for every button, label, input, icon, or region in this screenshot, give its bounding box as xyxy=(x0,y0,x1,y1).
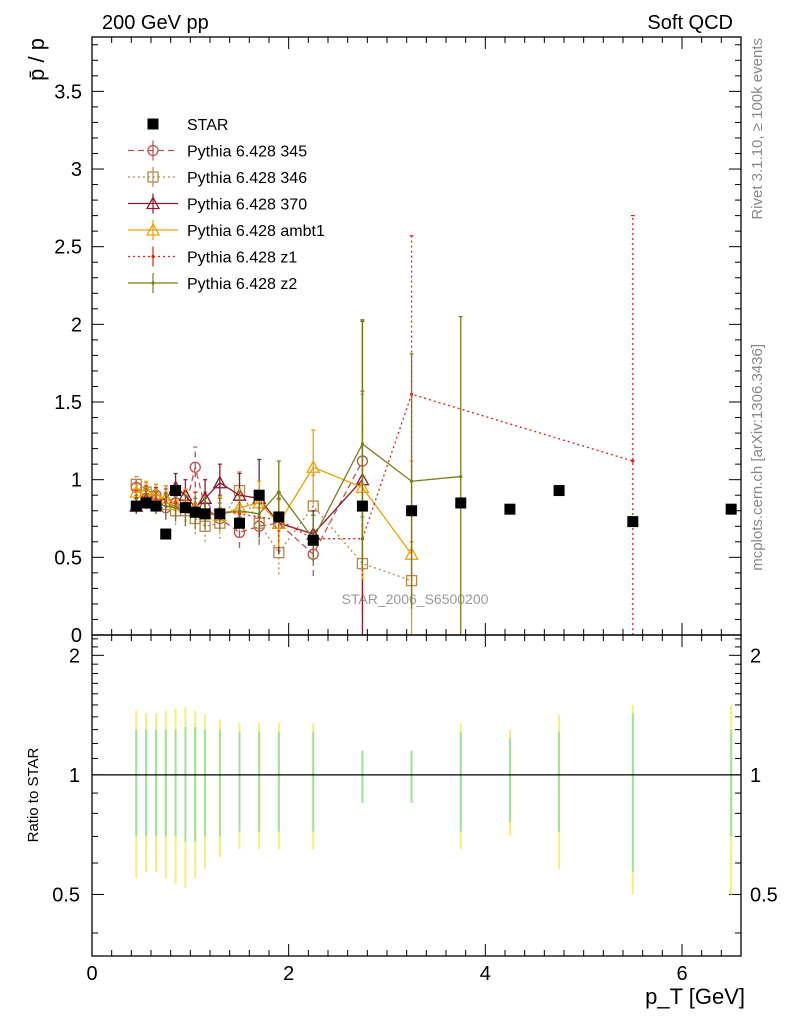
data-point xyxy=(189,506,201,518)
legend-label: Pythia 6.428 345 xyxy=(187,144,307,161)
series-pythia-6-428-345 xyxy=(130,390,369,576)
legend-marker xyxy=(147,171,159,183)
data-point xyxy=(306,459,321,473)
legend-marker xyxy=(151,281,155,285)
y-tick-label: 2 xyxy=(71,314,82,336)
legend-marker xyxy=(147,118,159,130)
data-point xyxy=(277,490,281,494)
legend-label: Pythia 6.428 ambt1 xyxy=(187,223,325,240)
legend-label: STAR xyxy=(187,117,228,134)
y-tick-label: 1 xyxy=(71,470,82,492)
data-point xyxy=(553,485,565,497)
ratio-y-tick-label: 0.5 xyxy=(52,884,80,906)
data-point xyxy=(307,534,319,546)
data-point xyxy=(504,503,516,515)
legend-entry-star: STAR xyxy=(147,117,228,134)
legend-entry-pythia-6-428-z2: Pythia 6.428 z2 xyxy=(128,273,297,293)
series-star xyxy=(130,485,737,546)
legend-marker xyxy=(145,222,161,236)
data-point xyxy=(406,505,418,517)
rivet-side-label: Rivet 3.1.10, ≥ 100k events xyxy=(749,38,766,220)
y-tick-label: 0 xyxy=(71,625,82,647)
y-tick-label: 2.5 xyxy=(54,237,82,259)
y-tick-label: 1.5 xyxy=(54,392,82,414)
x-tick-label: 0 xyxy=(86,963,97,985)
header-right-label: Soft QCD xyxy=(647,12,733,34)
legend: STAR Pythia 6.428 345 Pythia 6.428 346 Pyth… xyxy=(128,117,325,293)
series-line xyxy=(136,466,413,555)
data-point xyxy=(725,503,737,515)
y-tick-label: 3.5 xyxy=(54,81,82,103)
header-left-label: 200 GeV pp xyxy=(102,12,209,34)
legend-entry-pythia-6-428-z1: Pythia 6.428 z1 xyxy=(128,246,297,267)
data-point xyxy=(257,512,261,516)
main-y-axis-label: p̄ / p xyxy=(24,38,49,81)
ratio-y-axis-label: Ratio to STAR xyxy=(25,747,42,842)
legend-entry-pythia-6-428-370: Pythia 6.428 370 xyxy=(128,193,307,214)
ratio-y-tick-label: 1 xyxy=(69,765,80,787)
ratio-y-tick-label-right: 2 xyxy=(750,645,761,667)
series-pythia-6-428-370 xyxy=(129,320,370,635)
data-point xyxy=(179,502,191,514)
data-point xyxy=(631,459,635,463)
y-tick-label: 0.5 xyxy=(54,547,82,569)
data-point xyxy=(356,500,368,512)
data-point xyxy=(455,497,467,509)
ratio-y-tick-label: 2 xyxy=(69,645,80,667)
legend-marker xyxy=(151,254,155,259)
x-tick-label: 6 xyxy=(676,963,687,985)
data-point xyxy=(212,475,227,489)
series-pythia-6-428-z2 xyxy=(134,315,463,635)
legend-label: Pythia 6.428 z2 xyxy=(187,276,297,293)
data-point xyxy=(234,517,245,529)
ratio-y-tick-label-right: 1 xyxy=(750,765,761,787)
data-point xyxy=(199,508,211,520)
series-line xyxy=(136,393,634,540)
x-tick-label: 2 xyxy=(283,963,294,985)
ratio-frame xyxy=(91,634,742,957)
legend-marker xyxy=(147,144,159,157)
y-tick-label: 3 xyxy=(71,159,82,181)
legend-entry-pythia-6-428-345: Pythia 6.428 345 xyxy=(128,140,307,161)
data-point xyxy=(173,506,178,510)
data-point xyxy=(273,511,285,523)
x-axis-label: p_T [GeV] xyxy=(645,984,745,1009)
data-point xyxy=(237,509,242,513)
data-point xyxy=(160,528,172,540)
data-point xyxy=(360,442,365,446)
data-point xyxy=(409,479,414,483)
data-point xyxy=(140,497,152,509)
x-tick-label: 4 xyxy=(480,963,491,985)
legend-entry-pythia-6-428-ambt1: Pythia 6.428 ambt1 xyxy=(128,220,325,240)
mcplots-side-label: mcplots.cern.ch [arXiv:1306.3436] xyxy=(749,344,766,571)
main-panel: 0 0.5 1 1.5 2 2.5 3 3.5 xyxy=(54,36,742,647)
data-point xyxy=(164,504,168,508)
legend-label: Pythia 6.428 370 xyxy=(187,197,307,214)
data-point xyxy=(150,500,162,512)
analysis-watermark: STAR_2006_S6500200 xyxy=(342,591,489,607)
legend-entry-pythia-6-428-346: Pythia 6.428 346 xyxy=(128,167,307,187)
data-point xyxy=(170,485,182,497)
ratio-panel: 0 2 4 6 0.5 0.5 1 1 2 2 xyxy=(52,634,778,985)
legend-marker xyxy=(145,196,161,210)
legend-label: Pythia 6.428 z1 xyxy=(187,250,297,267)
data-point xyxy=(459,474,463,479)
data-point xyxy=(130,500,142,512)
data-point xyxy=(253,489,265,501)
data-point xyxy=(214,508,226,520)
data-point xyxy=(189,461,201,473)
ratio-y-tick-label-right: 0.5 xyxy=(750,884,778,906)
legend-label: Pythia 6.428 346 xyxy=(187,170,307,187)
data-point xyxy=(271,515,286,529)
data-point xyxy=(627,516,639,528)
